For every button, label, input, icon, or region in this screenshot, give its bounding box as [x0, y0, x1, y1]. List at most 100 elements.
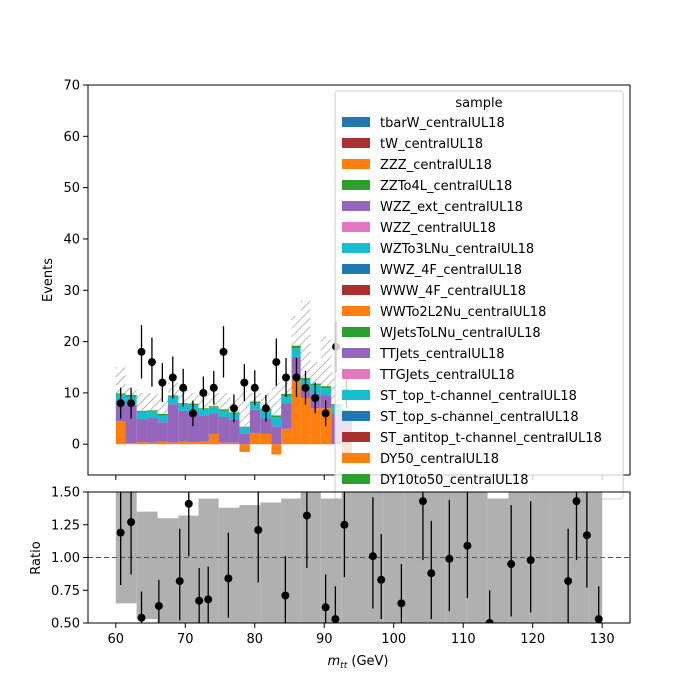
bar-segment: [136, 410, 148, 412]
bar-segment: [281, 403, 292, 429]
bar-segment: [198, 409, 209, 416]
ratio-band-bin: [404, 492, 426, 623]
legend-swatch: [342, 390, 370, 400]
uncertainty-hatch-bin: [115, 367, 126, 394]
ratio-band-bin: [508, 492, 530, 623]
ratio-point: [368, 552, 377, 561]
ratio-band-bin: [260, 502, 282, 623]
bar-segment: [218, 417, 230, 443]
bar-segment: [229, 419, 240, 443]
legend-swatch: [342, 411, 370, 421]
legend-label: TTGJets_centralUL18: [379, 368, 515, 383]
legend-label: tbarW_centralUL18: [380, 116, 505, 131]
bar-segment: [178, 404, 189, 411]
legend-swatch: [342, 138, 370, 148]
bar-segment: [291, 345, 301, 349]
ratio-point: [377, 575, 386, 584]
x-axis-label-main: m: [328, 654, 341, 669]
legend-label: ST_top_s-channel_centralUL18: [380, 410, 579, 425]
bar-segment: [281, 428, 292, 445]
x-tick-label: 80: [246, 632, 263, 647]
bar-segment: [136, 442, 148, 445]
ratio-point: [154, 601, 163, 610]
bar-segment: [208, 407, 219, 414]
data-point: [301, 383, 310, 392]
ratio-point: [127, 518, 136, 527]
bar-segment: [147, 418, 158, 443]
data-point: [321, 409, 330, 418]
ratio-y-ticks: 0.50 0.75 1.00 1.25 1.50: [51, 486, 88, 632]
data-point: [158, 378, 167, 387]
data-point: [240, 378, 249, 387]
bar-segment: [320, 388, 332, 396]
bar-segment: [260, 433, 272, 445]
ratio-point: [204, 595, 213, 604]
bar-segment: [291, 348, 301, 357]
data-point: [229, 404, 238, 413]
main-y-ticks: 0 10 20 30 40 50 60 70: [63, 79, 88, 453]
legend-title: sample: [455, 96, 502, 111]
legend-swatch: [342, 180, 370, 190]
bar-segment: [198, 441, 209, 445]
ratio-point: [254, 525, 263, 534]
bar-segment: [239, 433, 250, 445]
ratio-point: [427, 569, 436, 578]
ratio-band-bin: [198, 498, 219, 623]
legend-label: DY10to50_centralUL18: [380, 473, 529, 488]
legend-label: ST_antitop_t-channel_centralUL18: [380, 431, 602, 446]
bar-segment: [188, 411, 199, 443]
bar-segment: [167, 404, 179, 443]
bar-segment: [157, 413, 168, 416]
legend-swatch: [342, 243, 370, 253]
y-tick-label: 40: [63, 232, 80, 247]
legend-swatch: [342, 117, 370, 127]
ratio-point: [224, 574, 233, 583]
legend-label: DY50_centralUL18: [380, 452, 499, 467]
bar-segment: [218, 409, 230, 411]
data-point: [261, 404, 270, 413]
ratio-point: [526, 556, 535, 565]
data-point: [199, 388, 208, 397]
bar-segment: [271, 444, 282, 455]
legend-label: ZZZ_centralUL18: [380, 158, 492, 173]
uncertainty-hatch-bin: [310, 362, 321, 384]
bar-segment: [291, 377, 301, 445]
bar-segment: [125, 443, 137, 445]
bar-segment: [271, 426, 282, 445]
bar-segment: [115, 421, 126, 445]
bar-segment: [229, 442, 240, 445]
x-tick-label: 130: [590, 632, 615, 647]
bar-segment: [239, 427, 250, 434]
x-tick-label: 60: [108, 632, 125, 647]
legend-swatch: [342, 432, 370, 442]
bar-segment: [260, 418, 272, 434]
data-point: [250, 383, 259, 392]
legend-label: WZZ_ext_centralUL18: [380, 200, 523, 215]
ratio-point: [195, 596, 204, 605]
bar-segment: [218, 410, 230, 418]
x-tick-label: 100: [381, 632, 406, 647]
legend-entries: tbarW_centralUL18 tW_centralUL18 ZZZ_centr…: [342, 116, 602, 488]
ratio-point: [564, 577, 573, 586]
bar-segment: [167, 442, 179, 445]
bar-segment: [271, 417, 282, 427]
y-tick-label: 60: [63, 130, 80, 145]
ratio-band-bin: [466, 492, 488, 623]
y-tick-label: 20: [63, 335, 80, 350]
bar-segment: [198, 415, 209, 442]
bar-segment: [136, 411, 148, 420]
ratio-panel: 0.50 0.75 1.00 1.25 1.50 60 70 80 90 100 110 120 13…: [29, 486, 631, 671]
ratio-band-bin: [281, 498, 301, 623]
bar-segment: [167, 396, 179, 405]
bar-segment: [147, 410, 158, 412]
data-point: [219, 347, 228, 356]
legend-label: ZZTo4L_centralUL18: [380, 179, 512, 194]
uncertainty-hatch-bin: [147, 392, 158, 411]
ratio-band-bin: [136, 511, 158, 620]
ratio-point: [594, 615, 603, 623]
ratio-point: [463, 541, 472, 550]
y-tick-label: 30: [63, 284, 80, 299]
data-point: [188, 409, 197, 418]
ratio-point: [321, 603, 330, 612]
bar-segment: [218, 442, 230, 445]
